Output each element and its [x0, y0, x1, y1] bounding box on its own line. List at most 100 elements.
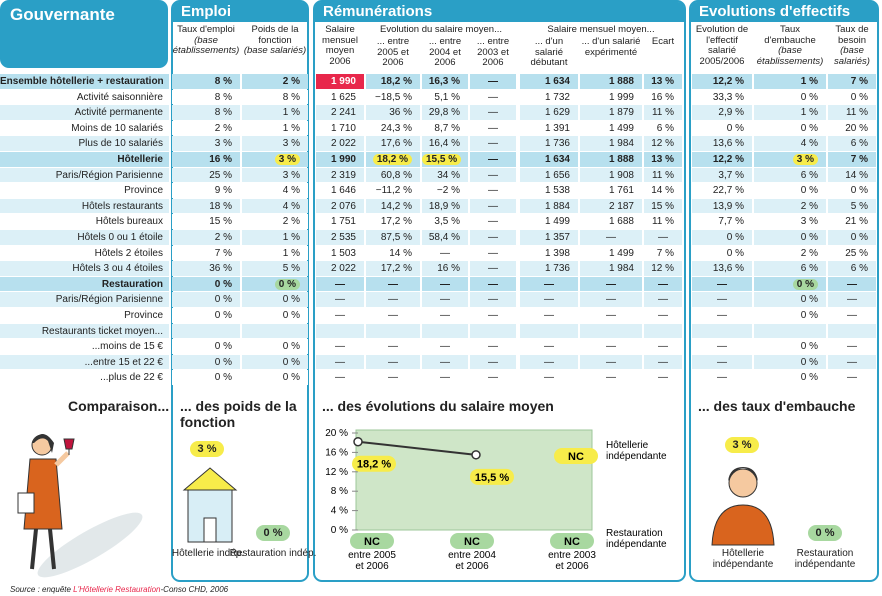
cell: 16 %: [644, 89, 682, 105]
cell-value: 6 %: [800, 263, 818, 275]
cell-value: —: [335, 278, 345, 290]
legend-label: Restauration indépendante: [606, 528, 667, 550]
cell-value: 2 %: [282, 76, 300, 87]
cell-value: —: [658, 372, 668, 384]
column-title: ... entre 2003 et 2006: [476, 36, 510, 68]
cell-value: 0 %: [800, 356, 818, 368]
cell: 3 %: [242, 136, 308, 151]
cell: 1 688: [580, 214, 642, 229]
cell: 13,6 %: [692, 136, 752, 151]
cell-value: 0 %: [726, 122, 744, 134]
cell-value: —: [658, 341, 668, 353]
cell-value: 2 319: [330, 169, 356, 181]
cell-value: 16 %: [437, 263, 460, 275]
cell: 0 %: [172, 276, 240, 292]
cell: 1 629: [520, 105, 578, 120]
cell: 0 %: [754, 354, 826, 370]
cell: 12 %: [644, 261, 682, 276]
cell: 1 %: [242, 245, 308, 261]
cell-value: —: [488, 76, 498, 87]
cell-value: 1 503: [330, 247, 356, 259]
cell: 3 %: [172, 136, 240, 151]
cell-value: —: [388, 294, 398, 306]
column-header: ... entre 2005 et 2006: [366, 36, 420, 69]
column-title: Taux de besoin: [835, 24, 869, 46]
x-tick-label: entre 2005 et 2006: [348, 550, 396, 572]
cell: —: [644, 292, 682, 307]
cell: 2 %: [242, 74, 308, 89]
group-header: Evolutions d'effectifs: [691, 2, 877, 22]
cell-value: —: [717, 356, 727, 368]
cell-value: 8,7 %: [434, 122, 460, 134]
cell-value: —: [606, 341, 616, 353]
cell-value: 3,7 %: [718, 169, 744, 181]
cell: 5 %: [242, 261, 308, 276]
cell-value: 12 %: [651, 263, 674, 275]
cell: 0 %: [692, 245, 752, 261]
cell: —: [366, 370, 420, 385]
cell: 1 984: [580, 136, 642, 151]
badge: [550, 533, 594, 549]
cell-value: 3 %: [274, 154, 300, 165]
cell-value: 18,9 %: [428, 200, 460, 212]
cell: [520, 323, 578, 339]
cell-value: 1 656: [544, 169, 570, 181]
cell-value: 1 990: [330, 76, 356, 87]
column-header: Evolution de l'effectif salarié 2005/200…: [692, 24, 752, 67]
cell: 5,1 %: [422, 89, 468, 105]
cell-value: —: [847, 310, 857, 321]
cell-value: 3 %: [282, 169, 300, 181]
cell-value: 0 %: [214, 372, 232, 384]
column-title: Taux d'emploi: [177, 24, 235, 35]
cell: 8 %: [242, 89, 308, 105]
cell-value: 0 %: [800, 310, 818, 321]
cell: —: [692, 276, 752, 292]
cell: —: [470, 74, 516, 89]
column-note: (base salariés): [834, 45, 870, 67]
cell-value: 0 %: [726, 247, 744, 259]
cell-value: —: [606, 310, 616, 321]
cell-value: 11 %: [651, 107, 674, 119]
cell: 6 %: [828, 261, 876, 276]
cell: 6 %: [754, 167, 826, 183]
cell: 0 %: [754, 370, 826, 385]
group-header: Emploi: [173, 2, 307, 22]
cell-value: 1 499: [544, 216, 570, 228]
cell-value: —: [544, 356, 554, 368]
cell-value: 17,6 %: [380, 138, 412, 150]
cell-value: —: [544, 372, 554, 384]
value-label: NC: [464, 536, 480, 548]
cell-value: 36 %: [209, 263, 232, 275]
cell: 1 736: [520, 136, 578, 151]
cell: 0 %: [754, 183, 826, 198]
cell: 4 %: [242, 183, 308, 198]
cell: —: [520, 370, 578, 385]
cell: 2 022: [316, 136, 364, 151]
cell: —: [366, 276, 420, 292]
cell-value: —: [717, 278, 727, 290]
cell-value: —: [488, 278, 498, 290]
cell: 13 %: [644, 74, 682, 89]
cell-value: 6 %: [800, 169, 818, 181]
cell-value: 1 646: [330, 185, 356, 197]
cell: 34 %: [422, 167, 468, 183]
cell: —: [828, 276, 876, 292]
row-label: Ensemble hôtellerie + restauration: [0, 74, 169, 89]
cell: 3,7 %: [692, 167, 752, 183]
cell-value: 0 %: [800, 341, 818, 353]
weight-title: ... des poids de la fonction: [180, 398, 297, 430]
cell-value: 12 %: [651, 138, 674, 150]
cell-value: 1 %: [282, 122, 300, 134]
cell-value: —: [488, 263, 498, 275]
cell: 13 %: [644, 152, 682, 167]
cell: 1 357: [520, 230, 578, 245]
cell-value: 1 732: [544, 91, 570, 103]
cell-value: —: [488, 91, 498, 103]
cell: —: [366, 339, 420, 354]
cell-value: —: [488, 154, 498, 165]
cell-value: —: [847, 356, 857, 368]
cell-value: —: [717, 294, 727, 306]
x-tick-label: entre 2004 et 2006: [448, 550, 496, 572]
cell-value: 15,5 %: [422, 154, 462, 165]
cell-value: 3 %: [214, 138, 232, 150]
